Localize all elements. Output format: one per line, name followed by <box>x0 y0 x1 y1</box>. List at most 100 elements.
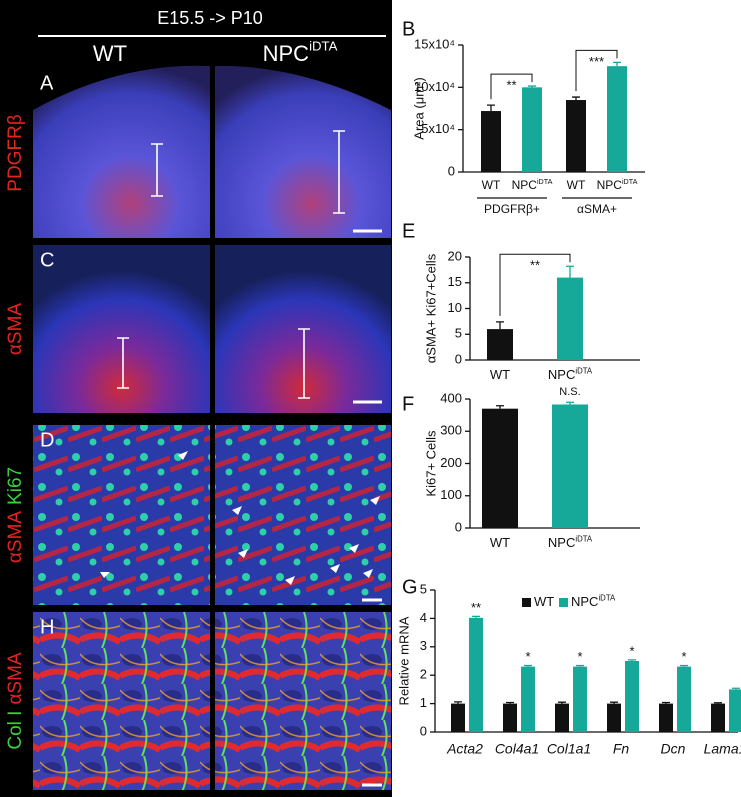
y-tick-label: 20 <box>448 248 462 263</box>
micrograph <box>33 65 210 238</box>
legend-label-superscript: iDTA <box>598 594 616 603</box>
legend-swatch <box>522 598 531 607</box>
panel-letter: A <box>40 72 54 94</box>
bar-label: NPCiDTA <box>512 177 553 192</box>
y-tick-label: 4 <box>420 610 427 625</box>
error-bar <box>613 61 621 67</box>
bar <box>487 329 513 360</box>
x-tick-label-superscript: iDTA <box>575 535 593 544</box>
y-tick-label: 0 <box>448 163 455 178</box>
x-tick-label: Lama1 <box>704 741 741 757</box>
panel-letter: G <box>402 576 418 598</box>
column-label-base: NPC <box>263 41 310 66</box>
error-bar <box>572 96 580 101</box>
error-bar <box>714 702 722 704</box>
y-tick-label: 0 <box>455 351 462 366</box>
bar-label: WT <box>567 178 586 192</box>
y-axis-label: Ki67+ Cells <box>423 430 438 497</box>
micrographs <box>33 65 391 790</box>
significance-label: ** <box>471 600 481 615</box>
x-tick-label-base: NPC <box>548 535 575 550</box>
y-tick-label: 100 <box>440 487 462 502</box>
micrograph <box>33 245 210 413</box>
error-bar <box>662 701 670 704</box>
bar <box>522 87 542 172</box>
stain-label: αSMA Ki67 <box>5 467 26 563</box>
y-tick-label: 0 <box>455 519 462 534</box>
bar <box>607 66 627 172</box>
panel-letter: E <box>402 220 415 242</box>
significance-bracket <box>490 73 533 100</box>
bar <box>555 703 569 732</box>
y-tick-label: 400 <box>440 390 462 405</box>
y-tick-label: 300 <box>440 423 462 438</box>
bar-label-base: NPC <box>597 178 623 192</box>
y-tick-label: 10x10⁴ <box>414 79 455 94</box>
error-bar <box>528 85 536 88</box>
error-bar <box>454 701 462 704</box>
column-label: WT <box>93 41 127 66</box>
bar-label-superscript: iDTA <box>537 177 553 186</box>
stain-label: PDGFRβ <box>5 114 26 192</box>
bar <box>711 703 725 732</box>
scale-bars <box>353 229 382 787</box>
panel-letter: F <box>402 393 414 415</box>
x-tick-label: NPCiDTA <box>548 535 593 551</box>
y-tick-label: 5 <box>420 581 427 596</box>
value-annotation: N.S. <box>559 386 580 398</box>
y-tick-label: 5 <box>455 326 462 341</box>
error-bar <box>524 664 532 667</box>
y-tick-label: 200 <box>440 455 462 470</box>
bar <box>557 277 583 360</box>
arrowheads <box>100 451 380 585</box>
bar <box>625 661 639 732</box>
bar <box>451 703 465 732</box>
bar <box>521 666 535 732</box>
significance-label: * <box>525 649 530 664</box>
bar-label-base: WT <box>482 178 501 192</box>
column-label: NPCiDTA <box>263 39 338 66</box>
measure-bars <box>117 130 345 399</box>
error-bar <box>576 664 584 667</box>
error-bar <box>610 701 618 704</box>
bar <box>573 666 587 732</box>
legend-label: WT <box>534 594 554 609</box>
bar <box>566 100 586 172</box>
x-tick-label: NPCiDTA <box>548 367 593 383</box>
y-axis-label: αSMA+ Ki67+Cells <box>423 253 438 363</box>
significance-label: * <box>577 649 582 664</box>
x-tick-label-base: WT <box>490 535 510 550</box>
x-tick-label: Fn <box>613 741 630 757</box>
group-label: αSMA+ <box>577 202 617 216</box>
y-tick-label: 1 <box>420 695 427 710</box>
error-bar <box>680 664 688 667</box>
y-axis-label: Relative mRNA <box>396 616 411 705</box>
x-tick-label-superscript: iDTA <box>575 367 593 376</box>
stain-label: Col I αSMA <box>5 652 26 750</box>
micrograph <box>33 425 210 605</box>
panel-letter: C <box>40 249 54 271</box>
stain-name: αSMA <box>5 303 26 355</box>
bar-label: NPCiDTA <box>597 177 638 192</box>
panel-letter: B <box>402 18 415 40</box>
significance-label: * <box>629 643 634 658</box>
stain-name: PDGFRβ <box>5 114 26 192</box>
significance-label: ** <box>506 78 516 93</box>
bar <box>677 666 691 732</box>
significance-label: * <box>681 649 686 664</box>
y-tick-label: 5x10⁴ <box>421 121 455 136</box>
bar <box>659 703 673 732</box>
legend-label: NPCiDTA <box>571 594 616 610</box>
significance-label: ** <box>530 258 540 273</box>
column-label-base: WT <box>93 41 127 66</box>
panel-letter: D <box>40 429 54 451</box>
x-tick-label: Dcn <box>661 741 686 757</box>
bar-label-base: WT <box>567 178 586 192</box>
bar-label-superscript: iDTA <box>622 177 638 186</box>
x-tick-label: Acta2 <box>446 741 483 757</box>
y-tick-label: 0 <box>420 723 427 738</box>
group-label: PDGFRβ+ <box>484 202 540 216</box>
micrograph <box>215 612 391 790</box>
